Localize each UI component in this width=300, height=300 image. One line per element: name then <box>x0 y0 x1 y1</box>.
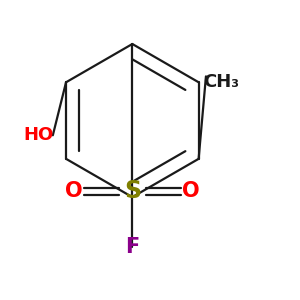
Text: O: O <box>182 181 200 201</box>
Text: F: F <box>125 237 140 257</box>
Text: S: S <box>124 179 141 203</box>
Text: HO: HO <box>23 126 53 144</box>
Text: CH₃: CH₃ <box>203 73 239 91</box>
Text: O: O <box>64 181 82 201</box>
